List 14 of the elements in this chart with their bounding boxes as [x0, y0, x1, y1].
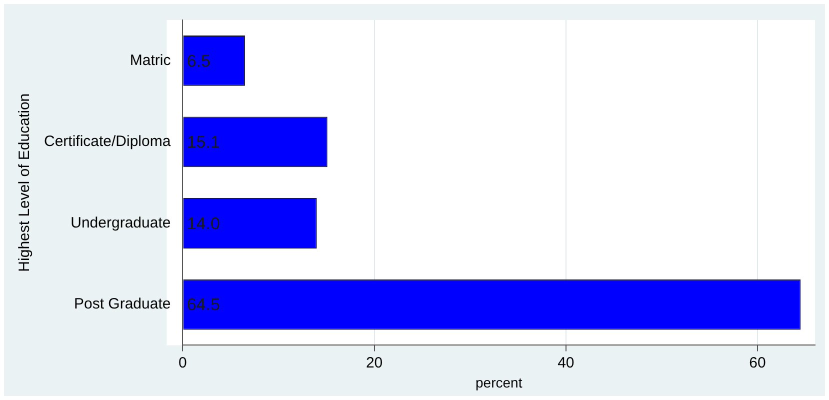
x-tick-label: 60	[749, 354, 766, 372]
y-axis-title: Highest Level of Education	[16, 93, 34, 272]
x-tick-label: 40	[558, 354, 574, 372]
data-label: 64.5	[186, 295, 220, 314]
data-label: 15.1	[186, 132, 220, 152]
x-tick-label: 0	[178, 354, 187, 372]
y-tick-label: Matric	[130, 52, 172, 69]
data-label: 14.0	[186, 214, 220, 233]
y-tick-label: Certificate/Diploma	[44, 133, 172, 150]
data-label: 6.5	[186, 51, 210, 70]
x-tick-label: 20	[366, 354, 383, 372]
y-tick-label: Undergraduate	[70, 214, 171, 232]
x-axis-title: percent	[476, 374, 522, 390]
y-tick-label: Post Graduate	[74, 296, 171, 313]
